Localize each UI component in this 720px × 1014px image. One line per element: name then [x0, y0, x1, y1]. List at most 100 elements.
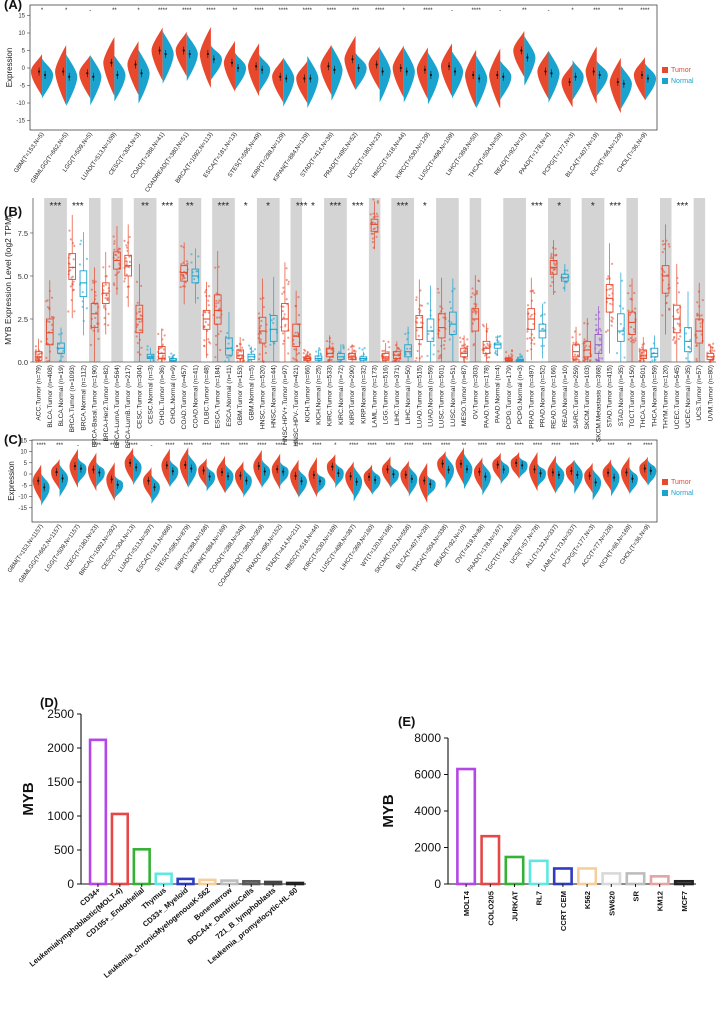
y-tick-label: 5: [22, 49, 26, 55]
tumor-violin: [69, 448, 78, 488]
legend-tumor-label: Tumor: [671, 67, 692, 74]
data-point: [347, 348, 350, 351]
data-point: [598, 317, 601, 320]
data-point: [713, 349, 716, 352]
data-point: [140, 346, 143, 349]
data-point: [40, 340, 43, 343]
significance-label: ****: [551, 443, 561, 449]
data-point: [34, 349, 38, 352]
normal-median: [502, 75, 505, 78]
normal-median: [646, 77, 650, 80]
x-tick-label: LIHC.Tumor (n=371): [394, 365, 401, 425]
group-band: [290, 198, 303, 362]
y-tick-label: 10: [20, 450, 27, 456]
data-point: [376, 200, 379, 203]
legend-normal-swatch: [662, 490, 668, 496]
data-point: [227, 342, 230, 345]
data-point: [404, 332, 407, 335]
tumor-violin: [30, 53, 43, 97]
significance-label: ****: [404, 443, 414, 449]
data-point: [426, 302, 429, 305]
normal-violin: [206, 465, 216, 492]
bar: [504, 855, 525, 886]
data-point: [330, 348, 333, 351]
box: [437, 313, 446, 339]
tumor-violin: [103, 36, 115, 96]
data-point: [572, 341, 575, 344]
data-point: [203, 339, 206, 342]
data-point: [629, 284, 632, 287]
normal-violin: [611, 463, 620, 497]
data-point: [661, 243, 665, 246]
data-point: [672, 338, 675, 341]
y-tick-label: -15: [18, 506, 27, 512]
data-point: [699, 322, 702, 325]
significance-label: **: [186, 201, 194, 212]
normal-violin: [524, 36, 536, 86]
data-point: [282, 339, 286, 342]
data-point: [96, 330, 100, 333]
data-point: [595, 313, 598, 317]
normal-median: [79, 467, 83, 470]
x-tick-label: SW620: [607, 891, 616, 916]
box: [594, 334, 603, 354]
x-tick-label: TGCT.Tumor (n=150): [629, 365, 636, 428]
x-tick-label: STES(T=595,N=879): [155, 524, 192, 574]
significance-label: ***: [162, 201, 174, 212]
data-point: [293, 348, 296, 351]
x-tick-label: KICH(T=66,N=169): [598, 524, 633, 570]
x-tick-label: SKCM.Tumor (n=103): [584, 365, 591, 429]
significance-label: **: [112, 8, 117, 14]
data-point: [487, 360, 490, 364]
data-point: [632, 341, 635, 344]
data-point: [431, 337, 434, 340]
bar: [263, 880, 283, 886]
significance-label: ****: [514, 443, 524, 449]
data-point: [383, 349, 386, 352]
tumor-median: [375, 63, 378, 66]
plot-frame: [29, 4, 658, 131]
x-tick-label: PCPG.Tumor (n=179): [506, 365, 513, 429]
tumor-median: [606, 471, 610, 474]
x-tick-label: BLCA.Normal (n=19): [58, 365, 65, 426]
y-tick-label: -15: [16, 119, 25, 125]
normal-median: [381, 70, 384, 73]
tumor-violin: [51, 458, 60, 490]
data-point: [415, 298, 418, 302]
x-tick-label: BRCA.Tumor (n=1093): [69, 365, 76, 432]
data-point: [126, 285, 129, 288]
bar: [88, 738, 108, 886]
normal-violin: [307, 55, 319, 109]
data-point: [297, 314, 301, 317]
significance-label: ****: [478, 443, 488, 449]
data-point: [642, 356, 645, 359]
data-point: [180, 262, 183, 266]
x-tick-label: ACC.Tumor (n=79): [36, 365, 43, 421]
data-point: [349, 345, 352, 349]
data-point: [179, 286, 182, 289]
data-point: [689, 338, 692, 341]
panel-label: (C): [4, 432, 22, 447]
data-point: [193, 278, 196, 281]
data-point: [531, 338, 534, 342]
tumor-violin: [392, 45, 404, 98]
normal-violin: [96, 462, 105, 488]
data-point: [388, 346, 391, 349]
data-point: [566, 269, 569, 272]
tumor-median: [182, 49, 185, 52]
panel-label: (E): [398, 714, 415, 729]
data-point: [180, 245, 183, 248]
box: [583, 340, 592, 358]
data-point: [409, 347, 412, 350]
data-point: [551, 272, 554, 275]
data-point: [663, 247, 666, 250]
data-point: [573, 353, 577, 356]
data-point: [123, 280, 126, 283]
data-point: [294, 331, 297, 334]
data-point: [58, 359, 62, 362]
box: [292, 323, 300, 347]
data-point: [136, 301, 139, 304]
data-point: [258, 353, 261, 356]
data-point: [225, 356, 229, 359]
significance-label: ****: [128, 443, 138, 449]
